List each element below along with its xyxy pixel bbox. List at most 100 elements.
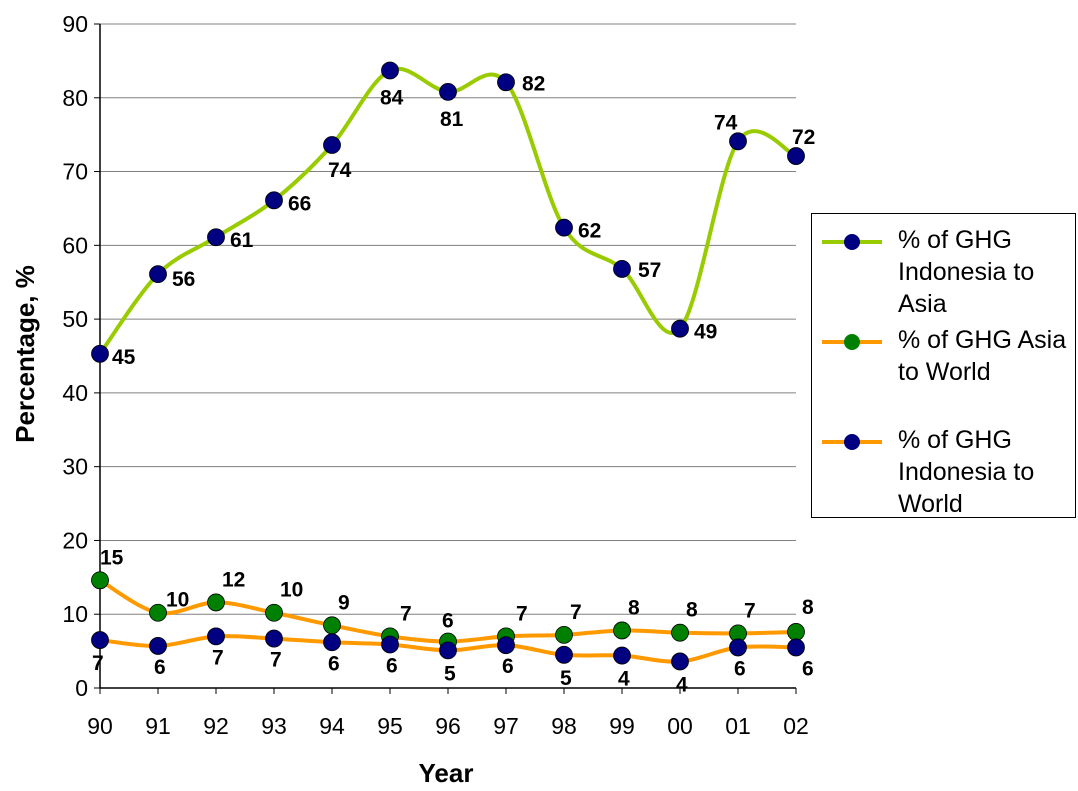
data-label: 8 [686,599,698,622]
data-label: 12 [222,568,245,591]
data-label: 5 [444,662,456,685]
y-tick-label: 80 [62,85,88,111]
data-label: 57 [638,259,661,282]
data-label: 7 [516,602,528,625]
y-tick-label: 10 [62,601,88,627]
data-point [91,344,109,363]
y-tick-label: 40 [62,380,88,406]
data-point [265,629,283,648]
data-label: 6 [386,654,398,677]
legend-swatch-indonesia-asia [822,234,882,250]
data-point [671,623,689,642]
data-label: 5 [560,667,572,690]
data-label: 62 [578,220,601,243]
x-tick-label: 96 [435,713,461,739]
data-label: 15 [100,546,124,569]
data-point [729,638,747,657]
data-point [787,638,805,657]
data-point [149,603,167,622]
data-point [613,646,631,665]
data-label: 7 [400,602,412,625]
data-label: 8 [628,596,640,619]
series-lines [98,66,797,664]
data-point [497,73,515,92]
data-point [265,603,283,622]
x-tick-label: 93 [261,713,287,739]
data-point [91,571,109,590]
data-label: 4 [618,668,630,691]
legend: % of GHG Indonesia to Asia % of GHG Asia… [811,213,1076,518]
y-tick-label: 60 [62,232,88,258]
legend-label: % of GHG Indonesia to Asia [898,226,1035,318]
data-label: 74 [328,159,352,182]
data-point [323,616,341,635]
y-tick-label: 0 [75,675,88,701]
data-label: 4 [676,673,688,696]
x-tick-label: 90 [87,713,113,739]
data-point [613,621,631,640]
data-label: 82 [522,72,545,95]
data-label: 81 [440,108,464,131]
data-label: 49 [694,321,717,344]
data-label: 7 [270,649,282,672]
data-label: 84 [380,86,404,109]
legend-swatch-asia-world [822,334,882,350]
data-point [381,635,399,654]
data-point [207,627,225,646]
data-point [381,61,399,80]
x-tick-label: 97 [493,713,519,739]
data-label: 6 [442,610,454,633]
data-point [323,136,341,154]
data-label: 7 [570,601,582,624]
data-point [555,625,573,644]
legend-swatch-indonesia-world [822,434,882,450]
x-tick-label: 94 [319,713,345,739]
data-point [555,218,573,237]
data-label: 61 [230,229,254,252]
x-tick-label: 91 [145,713,171,739]
legend-label: % of GHG Asia to World [898,326,1067,386]
data-label: 72 [792,126,815,149]
data-point [149,265,167,284]
data-point [439,82,457,101]
data-point [613,260,631,278]
x-axis-title: Year [419,758,474,788]
x-tick-label: 99 [609,713,635,739]
data-label: 6 [734,657,746,680]
data-label: 9 [338,591,350,614]
y-tick-label: 90 [62,11,88,37]
data-point [207,228,225,247]
data-point [439,641,457,660]
data-label: 6 [802,657,814,680]
data-point [207,593,225,612]
data-point [787,623,805,641]
data-point [671,652,689,671]
x-tick-label: 95 [377,713,403,739]
y-tick-label: 50 [62,306,88,332]
data-label: 45 [112,346,136,369]
x-tick-label: 00 [667,713,693,739]
data-label: 6 [328,652,340,675]
y-tick-label: 30 [62,454,88,480]
data-label: 10 [166,589,189,612]
data-point [555,645,573,664]
data-point [729,132,747,151]
data-point [787,147,805,165]
data-point [265,191,283,210]
series-markers [91,61,805,671]
data-point [497,636,515,655]
data-label: 74 [714,111,738,134]
data-point [149,637,167,655]
x-tick-label: 92 [203,713,229,739]
x-tick-label: 01 [725,713,751,739]
data-label: 6 [502,655,514,678]
y-axis-title: Percentage, % [10,265,40,443]
data-label: 7 [744,599,756,622]
data-label: 7 [92,652,104,675]
data-label: 6 [154,656,166,679]
data-label: 7 [212,646,224,669]
x-tick-label: 98 [551,713,577,739]
